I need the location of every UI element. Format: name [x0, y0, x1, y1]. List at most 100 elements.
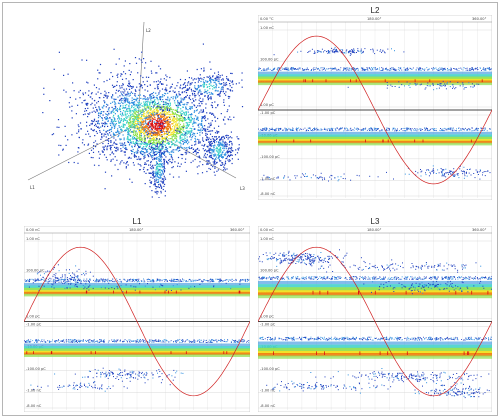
scatter-3d-point — [134, 57, 137, 59]
scatter-3d-point — [166, 108, 169, 110]
scatter-3d-point — [157, 181, 159, 184]
pd-pulse-point — [270, 129, 272, 131]
scatter-3d-point — [124, 130, 127, 132]
scatter-3d-point — [119, 133, 121, 135]
scatter-3d-point — [219, 92, 221, 94]
scatter-3d-point — [197, 93, 199, 95]
scatter-3d-point — [223, 93, 226, 95]
pd-pulse-point — [406, 67, 408, 69]
scatter-3d-point — [138, 135, 141, 137]
scatter-3d-point — [161, 171, 163, 173]
scatter-3d-point — [216, 154, 218, 156]
scatter-3d-point — [212, 158, 214, 160]
scatter-3d-point — [211, 120, 213, 122]
scatter-3d-point — [229, 80, 231, 82]
pd-pulse-point — [444, 67, 446, 69]
pd-pulse-point — [441, 85, 443, 87]
scatter-3d-point — [175, 104, 177, 106]
scatter-3d-point — [138, 118, 140, 120]
scatter-3d-point — [184, 161, 186, 163]
scatter-3d-point — [153, 141, 155, 143]
scatter-3d-point — [115, 147, 117, 150]
pd-pulse-point — [291, 68, 293, 70]
scatter-3d-point — [204, 115, 206, 117]
pd-pulse-point — [368, 67, 370, 69]
scatter-3d-point — [120, 128, 122, 131]
scatter-3d-point — [132, 113, 134, 115]
scatter-3d-point — [146, 134, 148, 136]
scatter-3d-point — [110, 124, 112, 126]
pd-pulse-point — [361, 52, 363, 54]
scatter-3d-point — [205, 138, 207, 140]
scatter-3d-point — [125, 166, 127, 168]
scatter-3d-point — [145, 145, 147, 147]
scatter-3d-point — [139, 124, 141, 126]
pd-pulse-point — [406, 69, 408, 71]
scatter-3d-point — [111, 126, 113, 128]
scatter-3d-point — [134, 121, 136, 123]
scatter-3d-point — [142, 109, 144, 111]
scatter-3d-point — [160, 108, 162, 110]
scatter-3d-point — [138, 99, 140, 102]
pd-pulse-point — [278, 127, 279, 129]
scatter-3d-point — [170, 128, 172, 130]
scatter-3d-point — [127, 99, 129, 101]
scatter-3d-point — [111, 119, 113, 121]
pd-pulse-point — [355, 69, 356, 71]
scatter-3d-point — [124, 147, 126, 149]
pd-pulse-point — [426, 85, 428, 87]
scatter-3d-point — [227, 78, 229, 80]
scatter-3d-point — [168, 125, 170, 128]
pd-pulse-point — [405, 69, 406, 71]
scatter-3d-point — [98, 127, 100, 129]
scatter-3d-point — [129, 118, 131, 120]
pd-pulse-point — [295, 128, 297, 130]
scatter-3d-point — [106, 149, 108, 151]
pd-pulse-point — [466, 169, 468, 170]
scatter-3d-point — [126, 110, 128, 112]
scatter-3d-point — [141, 139, 143, 141]
pd-pulse-point — [258, 68, 259, 70]
scatter-3d-point — [237, 148, 239, 150]
scatter-3d-point — [155, 158, 157, 160]
scatter-3d-point — [140, 153, 142, 155]
scatter-3d-point — [220, 153, 222, 156]
scatter-3d-point — [107, 95, 109, 97]
scatter-3d-point — [184, 82, 186, 84]
pd-pulse-point — [442, 70, 444, 71]
scatter-3d-point — [119, 113, 122, 116]
scatter-3d-point — [134, 109, 136, 111]
scatter-3d-point — [227, 159, 229, 161]
scatter-3d-point — [219, 93, 221, 95]
scatter-3d-point — [193, 111, 195, 113]
pd-pulse-point — [469, 169, 470, 170]
scatter-3d-point — [179, 127, 181, 129]
scatter-3d-point — [188, 151, 190, 154]
pd-pulse-point — [423, 68, 425, 70]
pd-pulse-point — [339, 50, 341, 52]
pd-pulse-point — [415, 69, 417, 70]
pd-pulse-point — [343, 69, 344, 71]
scatter-3d-point — [71, 105, 73, 107]
scatter-3d-point — [160, 149, 162, 151]
pd-pulse-point — [445, 84, 446, 86]
scatter-3d-point — [180, 140, 182, 142]
pd-pulse-point — [298, 129, 300, 131]
scatter-3d-point — [226, 88, 228, 90]
axis-label-l1: L1 — [30, 185, 35, 190]
scatter-3d-point — [218, 149, 220, 151]
pd-pulse-point — [350, 50, 352, 52]
scatter-3d-point — [191, 77, 193, 79]
pd-pulse-point — [265, 127, 267, 129]
scatter-3d-point — [140, 152, 142, 154]
pd-pulse-point — [302, 128, 304, 130]
scatter-3d-point — [222, 139, 224, 141]
scatter-3d-point — [153, 127, 155, 129]
pd-pulse-point — [462, 128, 463, 130]
scatter-3d-point — [156, 158, 158, 160]
scatter-3d-point — [132, 150, 134, 153]
pd-pulse-point — [468, 172, 470, 174]
scatter-3d-point — [210, 164, 212, 166]
scatter-3d-point — [147, 97, 149, 99]
scatter-3d-point — [153, 152, 156, 154]
